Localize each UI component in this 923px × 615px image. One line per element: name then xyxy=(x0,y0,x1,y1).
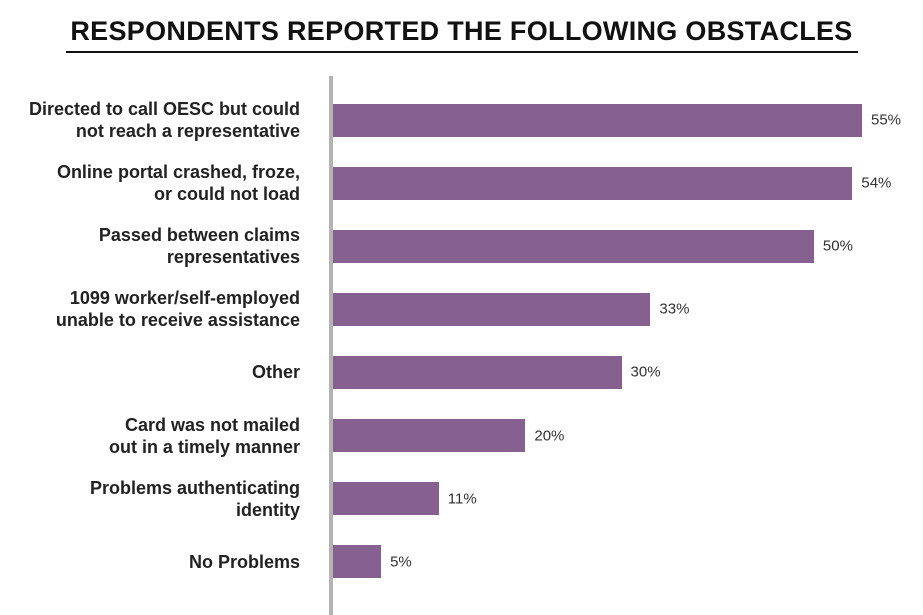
bar xyxy=(333,292,651,326)
bar xyxy=(333,355,622,389)
bar xyxy=(333,545,382,579)
y-axis-line xyxy=(329,76,333,615)
category-label: Card was not mailed out in a timely manne… xyxy=(108,414,300,457)
bar xyxy=(333,166,853,200)
category-label: 1099 worker/self-employed unable to recei… xyxy=(55,288,300,331)
category-label: Online portal crashed, froze, or could no… xyxy=(56,162,300,205)
bar xyxy=(333,482,439,516)
bar xyxy=(333,419,526,452)
category-label: Problems authenticating identity xyxy=(89,477,300,520)
value-label: 5% xyxy=(390,553,412,571)
category-label: Directed to call OESC but could not reach… xyxy=(28,99,300,141)
value-label: 55% xyxy=(871,111,902,129)
bar xyxy=(333,103,862,137)
value-label: 11% xyxy=(447,490,477,508)
chart-title: RESPONDENTS REPORTED THE FOLLOWING OBSTA… xyxy=(70,16,853,46)
value-label: 50% xyxy=(822,237,853,255)
category-label: No Problems xyxy=(188,551,300,572)
category-label: Passed between claims representatives xyxy=(98,225,300,268)
value-label: 54% xyxy=(861,174,892,192)
value-label: 30% xyxy=(630,363,661,381)
value-label: 20% xyxy=(534,427,565,444)
bar xyxy=(333,229,814,263)
value-label: 33% xyxy=(659,300,690,318)
title-underline xyxy=(66,51,858,53)
category-label: Other xyxy=(251,362,300,383)
